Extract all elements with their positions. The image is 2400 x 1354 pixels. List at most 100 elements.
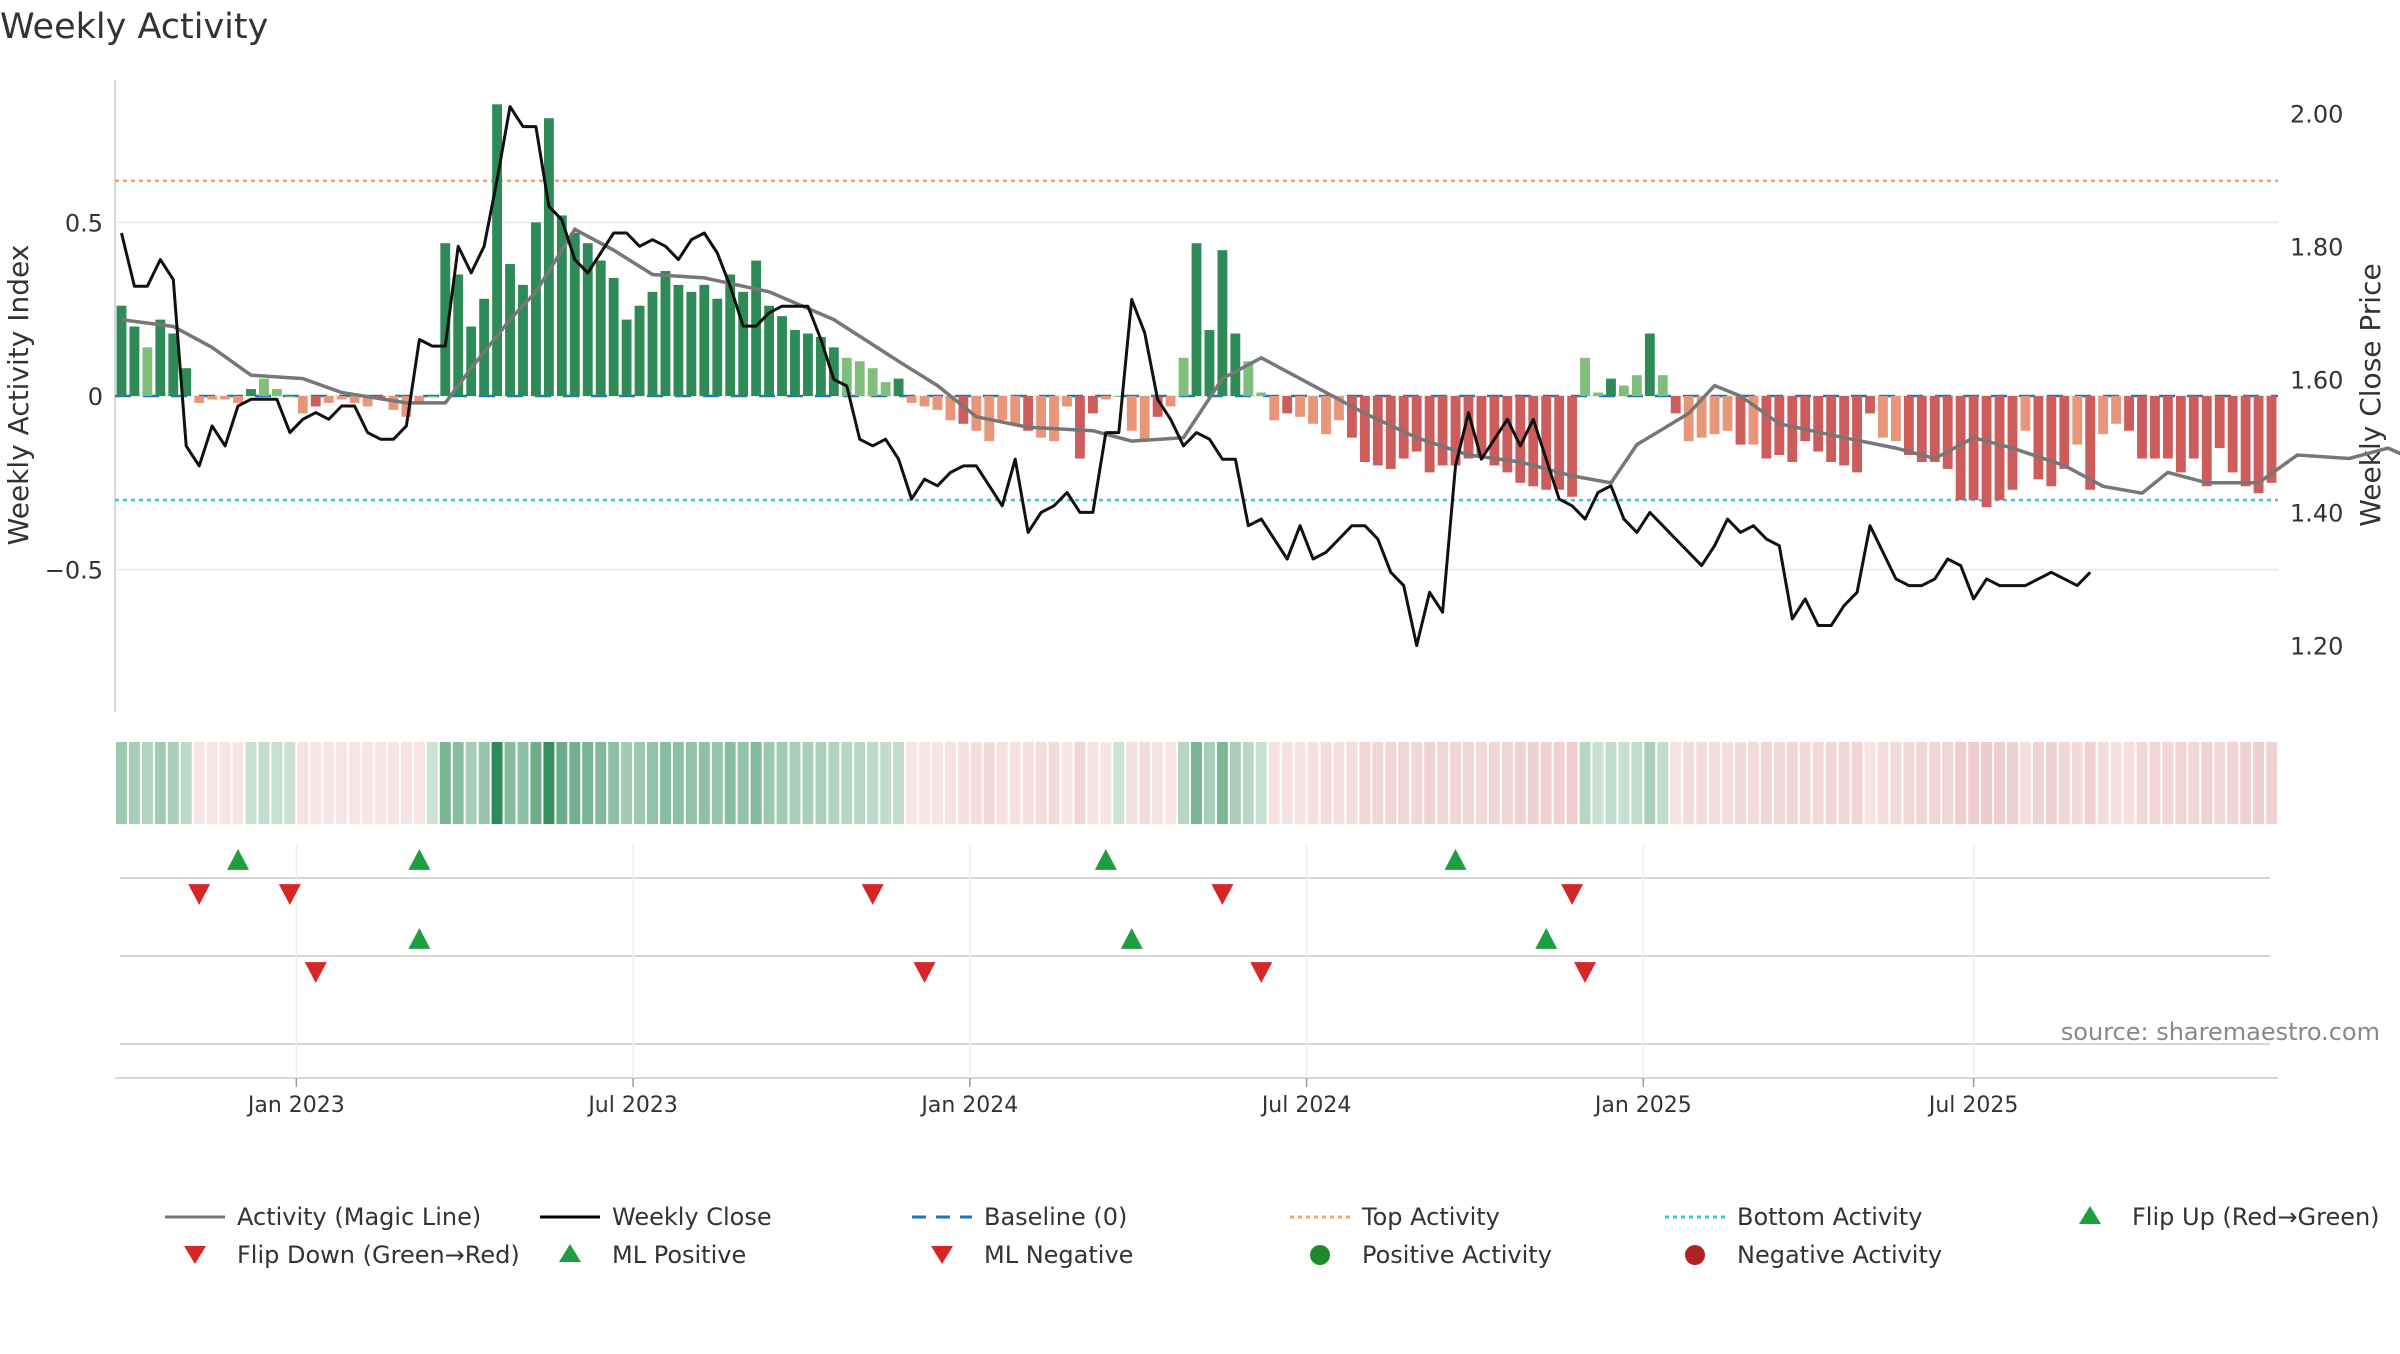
heat-cell [699, 742, 710, 824]
heat-cell [168, 742, 179, 824]
activity-bar [350, 396, 360, 403]
heat-cell [2033, 742, 2044, 824]
right-tick-label: 2.00 [2290, 100, 2343, 128]
activity-bar [142, 347, 152, 396]
activity-bar [1632, 375, 1642, 396]
heat-cell [297, 742, 308, 824]
activity-bar [1878, 396, 1888, 438]
heat-cell [194, 742, 205, 824]
heat-cell [621, 742, 632, 824]
left-tick-label: 0.5 [65, 209, 103, 237]
heat-cell [1476, 742, 1487, 824]
heat-cell [569, 742, 580, 824]
heat-cell [1359, 742, 1370, 824]
magic-line [122, 229, 2400, 493]
heat-cell [1515, 742, 1526, 824]
activity-bar [1969, 396, 1979, 500]
heat-cell [530, 742, 541, 824]
legend-label: ML Positive [612, 1241, 746, 1269]
legend-label: ML Negative [984, 1241, 1133, 1269]
heat-cell [220, 742, 231, 824]
heat-cell [155, 742, 166, 824]
heat-cell [932, 742, 943, 824]
heat-cell [453, 742, 464, 824]
heat-cell [1761, 742, 1772, 824]
left-axis-label: Weekly Activity Index [2, 245, 35, 546]
heat-cell [349, 742, 360, 824]
heat-cell [362, 742, 373, 824]
activity-bar [790, 330, 800, 396]
activity-bar [1489, 396, 1499, 465]
heat-cell [1839, 742, 1850, 824]
source-label: source: sharemaestro.com [2061, 1018, 2380, 1046]
heat-cell [1903, 742, 1914, 824]
heat-cell [1178, 742, 1189, 824]
activity-bar [1736, 396, 1746, 445]
activity-bar [2111, 396, 2121, 424]
legend-label: Flip Down (Green→Red) [237, 1241, 520, 1269]
heat-cell [1333, 742, 1344, 824]
activity-bar [1671, 396, 1681, 413]
activity-bar [194, 396, 204, 403]
heat-cell [1580, 742, 1591, 824]
x-tick-label: Jan 2024 [919, 1093, 1018, 1118]
right-tick-label: 1.20 [2290, 632, 2343, 660]
heat-cell [1593, 742, 1604, 824]
activity-bar [1593, 393, 1603, 396]
activity-bar [1606, 379, 1616, 396]
right-tick-label: 1.40 [2290, 499, 2343, 527]
activity-bar [648, 292, 658, 396]
heat-cell [479, 742, 490, 824]
heat-cell [336, 742, 347, 824]
heat-cell [2137, 742, 2148, 824]
heat-cell [1852, 742, 1863, 824]
activity-bar [1852, 396, 1862, 472]
activity-bar [881, 382, 891, 396]
heat-cell [1774, 742, 1785, 824]
activity-bar [1541, 396, 1551, 490]
x-tick-label: Jul 2024 [1260, 1093, 1352, 1118]
heat-cell [1502, 742, 1513, 824]
ml-negative-marker [1250, 962, 1272, 983]
activity-bar [1308, 396, 1318, 424]
activity-bar [298, 396, 308, 413]
heat-cell [1424, 742, 1435, 824]
flip-down-marker [1211, 884, 1233, 905]
heat-cell [1049, 742, 1060, 824]
heat-cell [1489, 742, 1500, 824]
heat-cell [660, 742, 671, 824]
activity-bar [453, 274, 463, 396]
heat-cell [1411, 742, 1422, 824]
heat-cell [310, 742, 321, 824]
activity-bar [2137, 396, 2147, 459]
heat-cell [1605, 742, 1616, 824]
activity-bar [1865, 396, 1875, 413]
activity-bar [2163, 396, 2173, 459]
activity-bar [596, 261, 606, 396]
heat-cell [790, 742, 801, 824]
heat-cell [751, 742, 762, 824]
heat-cell [945, 742, 956, 824]
activity-bar [1140, 396, 1150, 441]
heat-cell [595, 742, 606, 824]
activity-bar [933, 396, 943, 410]
activity-bar [1943, 396, 1953, 469]
legend-label: Baseline (0) [984, 1203, 1127, 1231]
heat-cell [2214, 742, 2225, 824]
flip-up-marker [1445, 849, 1467, 870]
activity-bar [1101, 396, 1111, 399]
heat-cell [1269, 742, 1280, 824]
heat-cell [997, 742, 1008, 824]
heat-cell [1139, 742, 1150, 824]
heat-cell [1554, 742, 1565, 824]
heat-cell [427, 742, 438, 824]
activity-bar [1062, 396, 1072, 406]
heat-cell [673, 742, 684, 824]
heat-cell [207, 742, 218, 824]
flip-down-marker [862, 884, 884, 905]
legend-label: Positive Activity [1362, 1241, 1552, 1269]
heat-cell [893, 742, 904, 824]
heat-cell [1981, 742, 1992, 824]
